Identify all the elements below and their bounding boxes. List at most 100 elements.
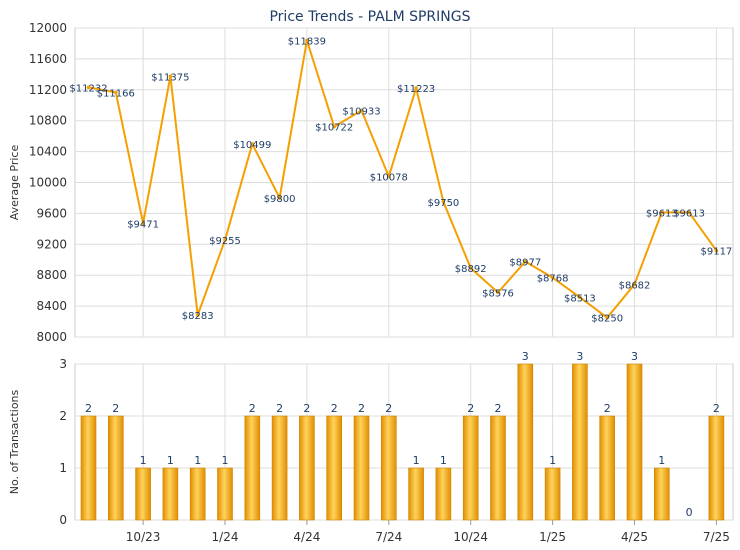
price-data-label: $8576 [482,289,514,300]
price-point [141,221,145,226]
y-tick-label: 9200 [36,237,67,251]
transaction-bar [462,415,479,521]
x-tick-label: 4/24 [293,530,320,544]
y-tick-label: 1 [59,461,67,475]
bar-data-label: 2 [85,402,92,415]
bar-data-label: 1 [413,454,420,467]
price-data-label: $11232 [69,83,107,94]
x-tick-label: 10/24 [453,530,488,544]
price-point [387,174,391,179]
y-tick-label: 8800 [36,268,67,282]
transaction-bar [299,415,315,521]
bar-data-label: 1 [549,454,556,467]
transaction-bar [517,363,534,521]
y-tick-label: 0 [59,513,67,527]
price-data-label: $10499 [233,140,271,151]
price-data-label: $8513 [564,293,596,304]
transaction-bar [217,467,233,521]
transaction-bar [135,467,151,521]
price-data-label: $8768 [537,274,569,285]
price-point [250,142,255,146]
price-point [632,282,637,287]
price-point [305,38,309,43]
x-tick-label: 1/25 [539,530,566,544]
bar-data-label: 2 [112,402,119,415]
price-point [223,238,227,242]
transaction-bar [572,363,588,521]
price-data-label: $11223 [397,84,435,95]
price-data-label: $9800 [264,194,296,205]
bar-data-label: 2 [604,402,611,415]
price-point [660,210,664,215]
bar-data-label: 1 [167,454,174,467]
price-point [687,210,691,215]
bar-data-label: 2 [249,402,256,415]
price-point [86,85,91,90]
price-data-label: $11839 [288,36,326,47]
y-axis-label: No. of Transactions [8,389,21,494]
price-data-label: $9471 [127,219,159,230]
transaction-bar [380,415,397,521]
transaction-bar [271,415,288,521]
price-point [468,266,473,270]
price-data-label: $9613 [673,208,705,219]
price-point [523,259,528,264]
transaction-bar [708,415,725,521]
bar-data-label: 3 [522,350,529,363]
y-tick-label: 8400 [36,299,67,313]
price-data-label: $8283 [182,311,214,322]
transaction-bar [108,415,124,521]
y-tick-label: 9600 [36,206,67,220]
price-point [578,295,582,300]
transaction-bar [544,467,561,521]
bar-data-label: 1 [440,454,447,467]
transaction-bar [599,415,616,521]
price-point [714,248,719,253]
bar-plot-area [74,363,734,521]
bar-data-label: 2 [358,402,365,415]
price-point [195,313,200,317]
bar-data-label: 2 [276,402,283,415]
price-data-label: $10933 [342,106,380,117]
bar-data-label: 2 [331,402,338,415]
bar-data-label: 3 [631,350,638,363]
y-tick-label: 10000 [29,176,67,190]
transaction-bar [326,415,343,521]
price-series-line [88,39,718,319]
chart-title: Price Trends - PALM SPRINGS [269,9,470,25]
transaction-bar [435,467,452,521]
transaction-bar [244,415,261,521]
transaction-bar [189,467,206,521]
y-tick-label: 8000 [36,330,67,344]
transaction-bar [490,415,506,521]
price-point [168,74,173,79]
bar-data-label: 2 [467,402,474,415]
y-tick-label: 3 [59,357,67,371]
transaction-bar [408,467,424,521]
transaction-bar [353,415,370,521]
price-point [496,290,500,295]
price-data-label: $9117 [700,247,732,258]
transaction-bar [653,467,670,521]
price-data-label: $9255 [209,236,241,247]
price-point [605,315,609,320]
y-tick-label: 11200 [29,83,67,97]
price-point [550,275,555,280]
price-data-label: $10722 [315,123,353,134]
y-axis-label: Average Price [8,145,21,221]
x-tick-label: 7/24 [375,530,402,544]
transactions-bar-panel: 0 1 2 3 10/23 1/24 4/24 7/24 10/24 1/25 4/25 7/25 No… [8,350,734,544]
transaction-bar [626,363,643,521]
bar-data-label: 2 [495,402,502,415]
x-tick-label: 1/24 [212,530,239,544]
price-point [114,90,118,95]
price-data-label: $11166 [97,88,135,99]
price-data-label: $8892 [455,264,487,275]
bar-data-label: 1 [140,454,147,467]
bar-data-label: 2 [713,402,720,415]
bar-data-label: 1 [194,454,201,467]
y-tick-label: 11600 [29,52,67,66]
bar-data-label: 2 [385,402,392,415]
transaction-bar [162,467,179,521]
